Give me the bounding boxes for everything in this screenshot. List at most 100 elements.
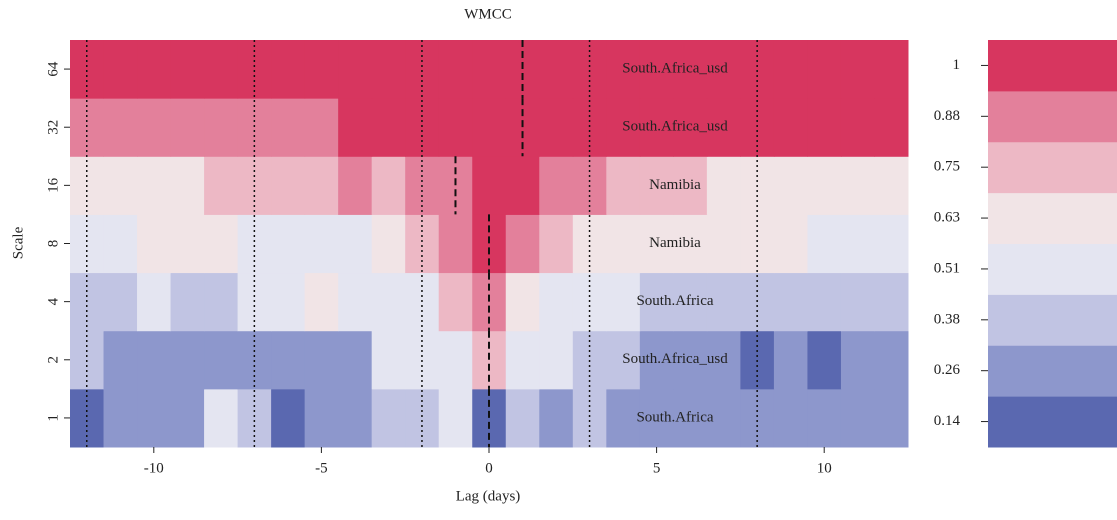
colorbar-swatch	[988, 294, 1117, 346]
colorbar-swatch	[988, 141, 1117, 194]
y-tick-label: 32	[45, 120, 61, 135]
heat-cell	[204, 40, 239, 99]
heat-cell	[807, 330, 842, 390]
heat-cell	[840, 40, 875, 99]
heat-cell	[874, 156, 909, 215]
heat-cell	[606, 156, 641, 215]
heat-cell	[673, 388, 708, 448]
row-label: Namibia	[649, 177, 701, 193]
heat-cell	[271, 388, 306, 448]
heat-cell	[103, 98, 138, 157]
heat-cell	[204, 388, 239, 448]
heat-cell	[840, 156, 875, 215]
heat-cell	[137, 156, 172, 215]
heat-cell	[204, 214, 239, 274]
colorbar-tick-label: 0.51	[934, 260, 960, 276]
heat-cell	[874, 40, 909, 99]
heat-cell	[472, 156, 507, 215]
heat-cell	[304, 330, 339, 390]
heat-cell	[572, 214, 607, 274]
row-label: South.Africa	[636, 409, 713, 425]
heat-cell	[338, 330, 373, 390]
heat-cell	[103, 156, 138, 215]
heat-cell	[170, 388, 205, 448]
heat-cell	[539, 272, 574, 332]
x-axis-label: Lag (days)	[456, 488, 521, 504]
heat-cell	[807, 40, 842, 99]
heat-cell	[237, 98, 272, 157]
heat-cell	[204, 272, 239, 332]
colorbar-swatch	[988, 90, 1117, 143]
heat-cell	[405, 388, 440, 448]
heat-cell	[237, 40, 272, 99]
row-label: Namibia	[649, 235, 701, 251]
heat-cell	[673, 156, 708, 215]
heat-cell	[572, 388, 607, 448]
heat-cell	[807, 156, 842, 215]
heat-cell	[438, 40, 473, 99]
heat-cell	[539, 214, 574, 274]
heat-cell	[673, 214, 708, 274]
heat-cell	[505, 214, 540, 274]
y-tick-label: 2	[45, 356, 61, 364]
heat-cell	[740, 98, 775, 157]
x-tick-label: 5	[653, 460, 661, 476]
y-tick-label: 1	[45, 414, 61, 422]
heat-cell	[807, 272, 842, 332]
heat-cell	[304, 156, 339, 215]
heat-cell	[639, 330, 674, 390]
y-tick-label: 16	[45, 177, 61, 193]
heat-cell	[137, 214, 172, 274]
heat-cell	[773, 156, 808, 215]
heat-cell	[204, 330, 239, 390]
heat-cell	[438, 214, 473, 274]
heat-cell	[170, 156, 205, 215]
heat-cell	[505, 156, 540, 215]
heat-cell	[271, 272, 306, 332]
heat-cell	[606, 98, 641, 157]
heat-cell	[706, 156, 741, 215]
heat-cell	[237, 388, 272, 448]
heat-cell	[271, 40, 306, 99]
row-label: South.Africa_usd	[622, 61, 728, 77]
heat-cell	[706, 40, 741, 99]
colorbar-swatch	[988, 396, 1117, 448]
heat-cell	[706, 388, 741, 448]
heat-cell	[103, 330, 138, 390]
row-label: South.Africa_usd	[622, 351, 728, 367]
heat-cell	[271, 98, 306, 157]
heat-cell	[170, 98, 205, 157]
heat-cell	[405, 98, 440, 157]
heat-cell	[371, 388, 406, 448]
heat-cell	[137, 272, 172, 332]
heat-cell	[338, 272, 373, 332]
heat-cell	[338, 214, 373, 274]
heat-cell	[505, 330, 540, 390]
heat-cell	[438, 272, 473, 332]
colorbar-swatch	[988, 243, 1117, 295]
heat-cell	[606, 40, 641, 99]
heat-cell	[70, 98, 105, 157]
chart-title: WMCC	[464, 6, 512, 22]
colorbar-swatch	[988, 345, 1117, 397]
heat-cell	[706, 214, 741, 274]
colorbar-swatch	[988, 40, 1117, 92]
x-tick-label: 0	[485, 460, 493, 476]
row-label: South.Africa	[636, 293, 713, 309]
heat-cell	[371, 214, 406, 274]
heat-cell	[204, 156, 239, 215]
heat-cell	[304, 388, 339, 448]
heat-cell	[606, 272, 641, 332]
heat-cell	[840, 272, 875, 332]
heat-cell	[103, 214, 138, 274]
heat-cell	[405, 40, 440, 99]
heat-cell	[539, 330, 574, 390]
heat-cell	[438, 388, 473, 448]
heat-cell	[304, 98, 339, 157]
heat-cell	[505, 388, 540, 448]
heat-cell	[639, 98, 674, 157]
heat-cell	[338, 40, 373, 99]
colorbar-tick-label: 0.75	[934, 159, 960, 175]
heat-cell	[472, 98, 507, 157]
